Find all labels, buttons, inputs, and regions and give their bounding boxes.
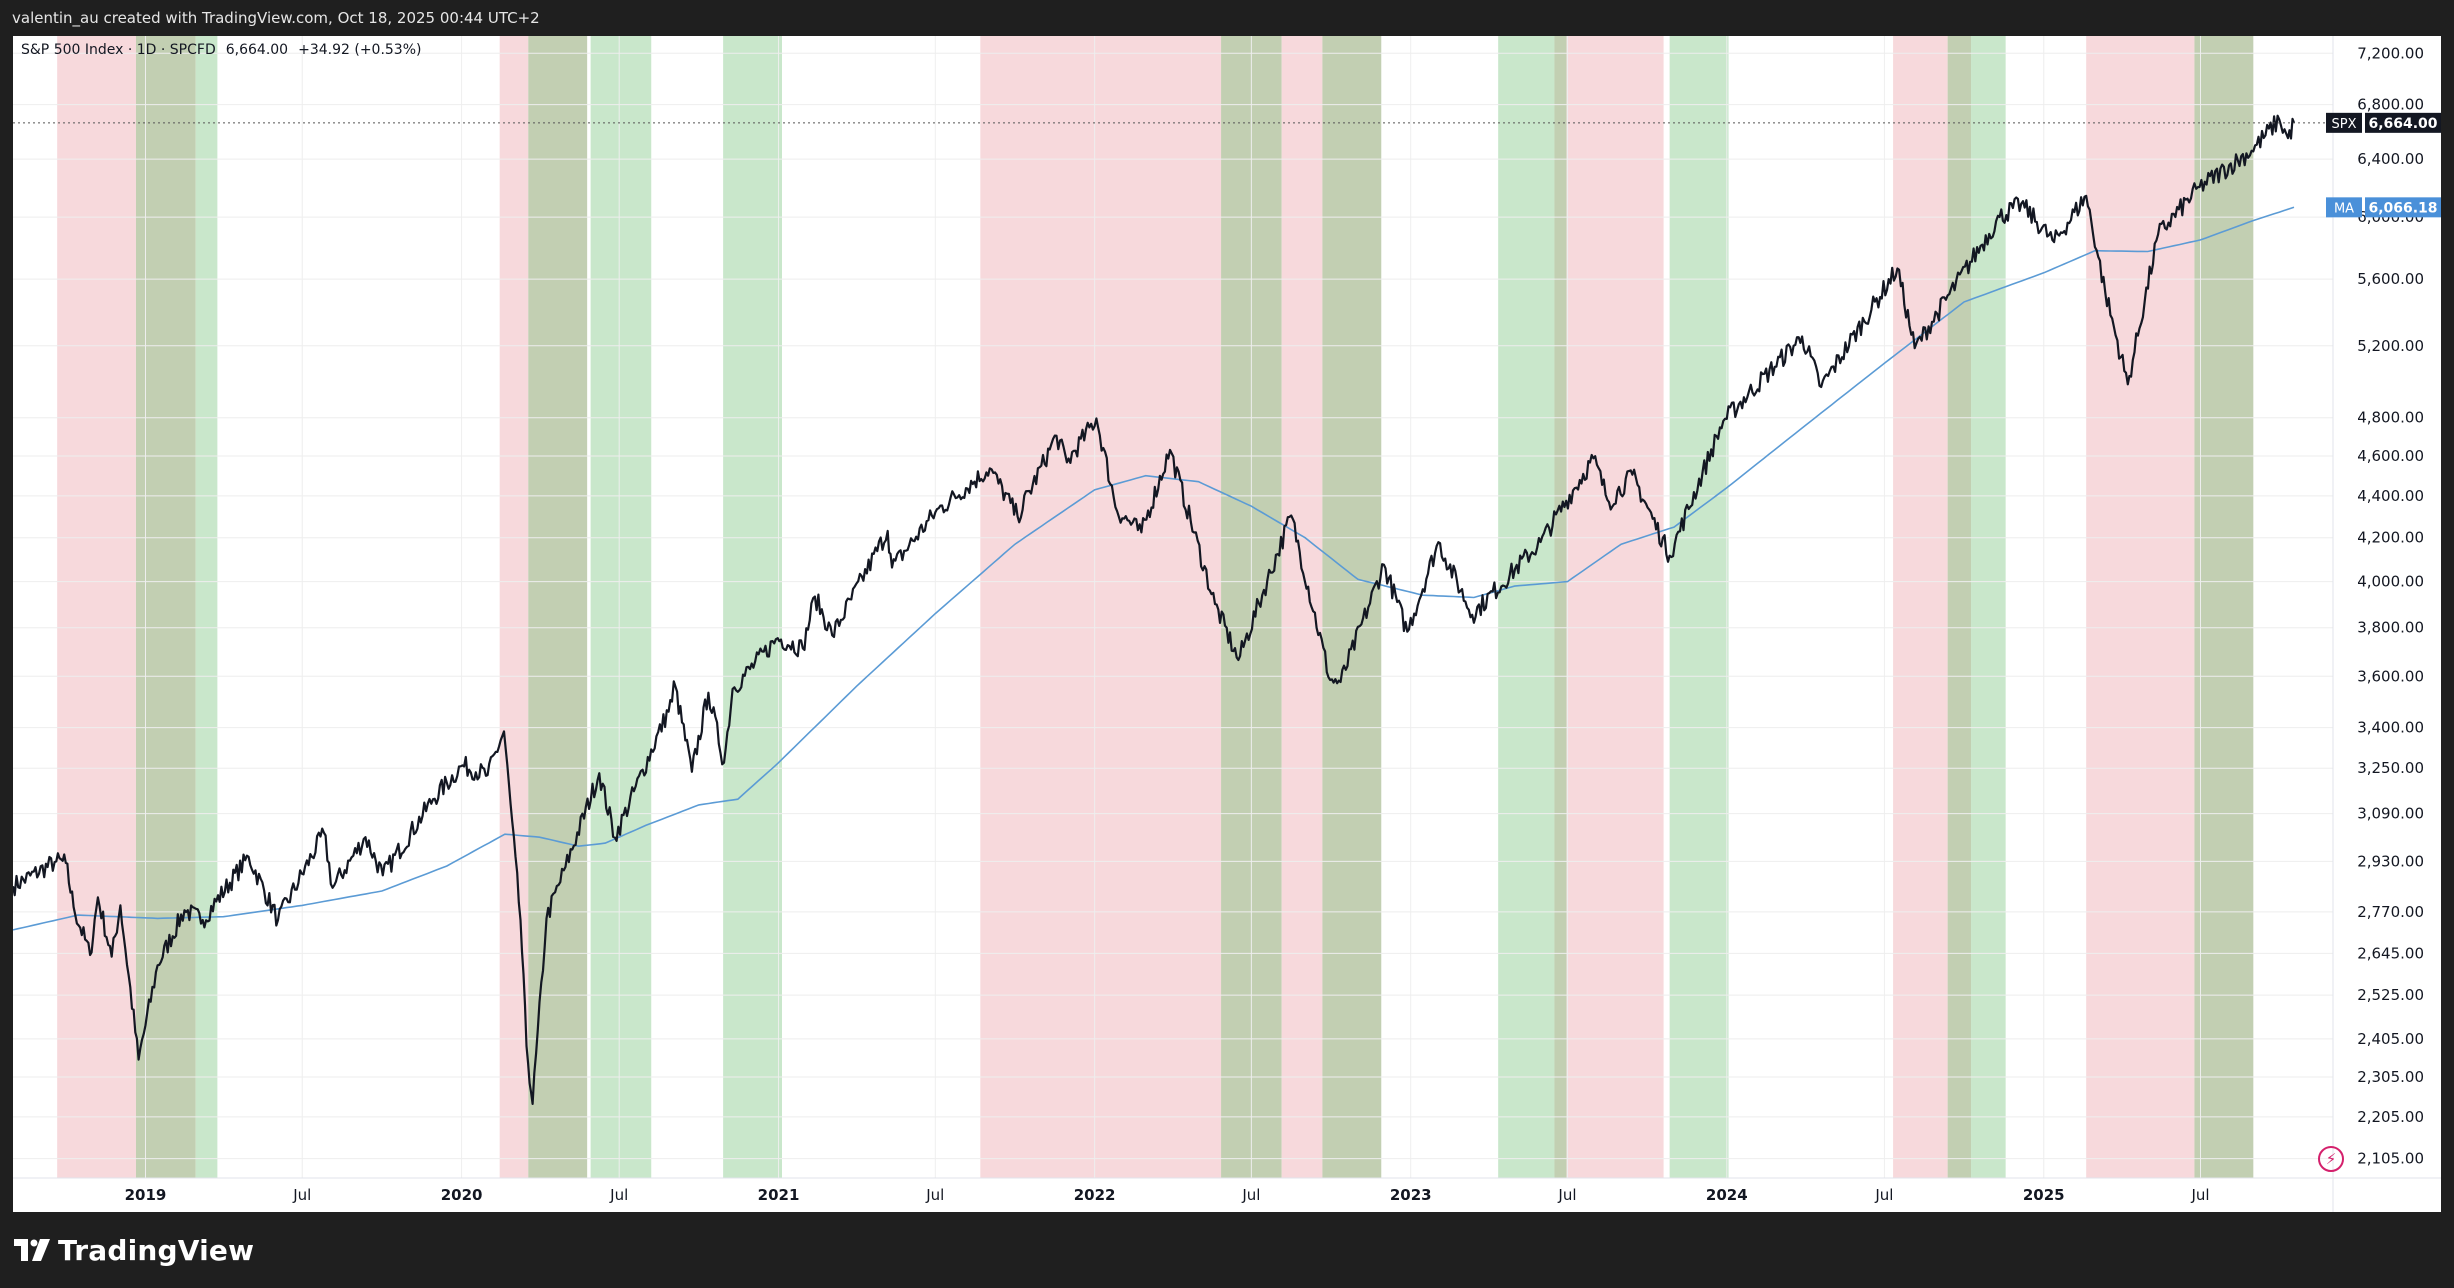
tags-layer: SPX 6,664.00 MA 6,066.18 [13, 112, 2441, 218]
attribution-text: valentin_au created with TradingView.com… [12, 9, 540, 27]
band-green [195, 36, 218, 1178]
ma-value-tag [2365, 197, 2441, 218]
x-axis-layer: 2019 Jul 2020 Jul 2021 Jul 2022 Jul 2023 Jul 2024 J… [125, 1186, 2210, 1204]
band-green [1498, 36, 1555, 1178]
y-tick-label: 3,400.00 [2357, 719, 2424, 737]
attribution-bar: valentin_au created with TradingView.com… [0, 0, 2454, 36]
tradingview-logo[interactable]: TradingView [14, 1234, 254, 1267]
ma-line [13, 206, 2295, 931]
band-overlap [1947, 36, 1972, 1178]
x-tick-label: 2024 [1706, 1186, 1748, 1204]
band-green [1669, 36, 1729, 1178]
x-tick-label: Jul [292, 1186, 311, 1204]
y-tick-label: 2,930.00 [2357, 852, 2424, 870]
y-tick-label: 4,000.00 [2357, 573, 2424, 591]
brand-name: TradingView [58, 1233, 255, 1267]
spx-value-tag [2365, 112, 2441, 133]
y-tick-label: 2,525.00 [2357, 986, 2424, 1004]
band-overlap [528, 36, 588, 1178]
y-tick-label: 2,205.00 [2357, 1108, 2424, 1126]
x-tick-label: Jul [925, 1186, 944, 1204]
x-tick-label: Jul [1557, 1186, 1576, 1204]
band-overlap [1322, 36, 1382, 1178]
y-tick-label: 5,600.00 [2357, 270, 2424, 288]
y-tick-label: 2,405.00 [2357, 1030, 2424, 1048]
band-green [1971, 36, 2006, 1178]
legend-symbol[interactable]: S&P 500 Index · 1D · SPCFD [21, 42, 216, 58]
y-tick-label: 6,400.00 [2357, 150, 2424, 168]
x-tick-label: 2021 [758, 1186, 800, 1204]
price-line [13, 114, 2296, 1105]
x-tick-label: 2022 [1074, 1186, 1116, 1204]
chart-panel[interactable]: 2,105.00 2,205.00 2,305.00 2,405.00 2,525.00… [13, 36, 2441, 1212]
legend-change: +34.92 (+0.53%) [298, 42, 422, 58]
band-green [723, 36, 783, 1178]
lightning-icon[interactable]: ⚡ [2318, 1146, 2344, 1172]
price-layer [13, 114, 2296, 1105]
y-tick-label: 3,250.00 [2357, 759, 2424, 777]
band-red [57, 36, 136, 1178]
y-tick-label: 4,800.00 [2357, 409, 2424, 427]
y-tick-label: 2,770.00 [2357, 903, 2424, 921]
y-tick-label: 4,600.00 [2357, 447, 2424, 465]
x-tick-label: Jul [1241, 1186, 1260, 1204]
band-red [1281, 36, 1323, 1178]
spx-name-tag [2326, 112, 2362, 133]
band-red [2086, 36, 2195, 1178]
price-chart[interactable]: 2,105.00 2,205.00 2,305.00 2,405.00 2,525.00… [13, 36, 2441, 1212]
x-tick-label: 2019 [125, 1186, 167, 1204]
y-tick-label: 3,600.00 [2357, 667, 2424, 685]
bands-layer [57, 36, 2254, 1178]
y-tick-label: 3,800.00 [2357, 619, 2424, 637]
y-tick-label: 3,090.00 [2357, 805, 2424, 823]
y-tick-label: 7,200.00 [2357, 44, 2424, 62]
legend-last: 6,664.00 [225, 42, 289, 58]
x-tick-label: Jul [2190, 1186, 2209, 1204]
band-overlap [2194, 36, 2254, 1178]
x-tick-label: 2025 [2023, 1186, 2065, 1204]
band-red [1893, 36, 1948, 1178]
ma-name-tag [2326, 197, 2362, 218]
y-tick-label: 6,800.00 [2357, 96, 2424, 114]
y-axis-layer: 2,105.00 2,205.00 2,305.00 2,405.00 2,525.00… [2357, 44, 2424, 1167]
x-tick-label: Jul [609, 1186, 628, 1204]
y-tick-label: 5,200.00 [2357, 337, 2424, 355]
spx-value-label: 6,664.00 [2368, 116, 2437, 132]
chart-legend: S&P 500 Index · 1D · SPCFD 6,664.00 +34.… [21, 42, 421, 58]
y-tick-label: 2,105.00 [2357, 1150, 2424, 1168]
band-red [1566, 36, 1664, 1178]
band-overlap [135, 36, 196, 1178]
tradingview-logo-icon [14, 1239, 50, 1261]
y-tick-label: 4,200.00 [2357, 529, 2424, 547]
ma-layer [13, 206, 2295, 931]
grid-layer [13, 36, 2333, 1178]
y-tick-label: 2,645.00 [2357, 944, 2424, 962]
band-green [590, 36, 652, 1178]
footer: TradingView [0, 1212, 2454, 1288]
x-tick-label: 2020 [441, 1186, 483, 1204]
ma-value-label: 6,066.18 [2368, 200, 2437, 216]
y-tick-label: 4,400.00 [2357, 487, 2424, 505]
spx-name-label: SPX [2332, 117, 2357, 132]
ma-name-label: MA [2334, 201, 2354, 216]
band-red [980, 36, 1222, 1178]
x-tick-label: 2023 [1390, 1186, 1432, 1204]
band-overlap [1554, 36, 1567, 1178]
y-tick-label: 2,305.00 [2357, 1068, 2424, 1086]
x-tick-label: Jul [1874, 1186, 1893, 1204]
